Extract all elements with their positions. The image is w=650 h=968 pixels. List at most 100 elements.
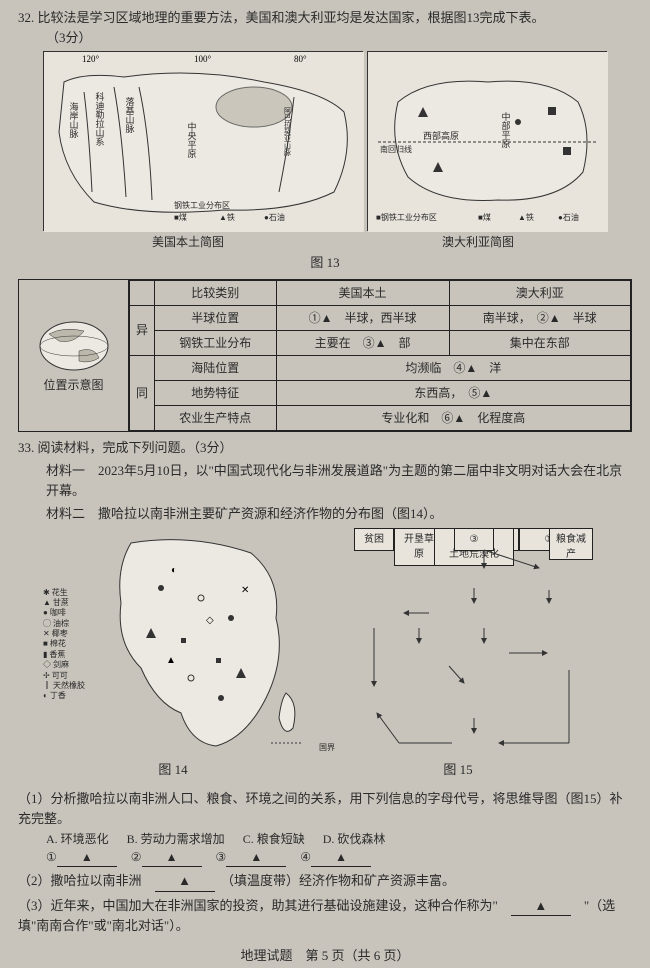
diff-label: 异 [130,305,155,355]
leg-item: ✕ 椰枣 [43,629,85,639]
fill-1-label: ① [46,850,57,864]
cell: 地势特征 [155,380,277,405]
cell: 东西高， ⑤▲ [276,380,630,405]
sub2-pre: （2）撒哈拉以南非洲 [18,873,155,888]
table-row: 同 海陆位置 均濒临 ④▲ 洋 [130,355,631,380]
fill-4-label: ④ [300,850,311,864]
sub2-post: （填温度带）经济作物和矿产资源丰富。 [215,873,456,888]
aus-leg-2: ▲铁 [518,212,534,224]
aus-leg-steel: ■钢铁工业分布区 [376,212,437,224]
sub-q2: （2）撒哈拉以南非洲 ▲ （填温度带）经济作物和矿产资源丰富。 [18,871,632,892]
opt-a: A. 环境恶化 [46,830,109,848]
maps-row: 120° 100° 80° 海岸山脉 科迪勒拉山系 落基山脉 中央平原 阿巴拉契… [18,51,632,231]
label-central: 中央平原 [184,122,198,158]
material-1: 材料一 2023年5月10日，以"中国式现代化与非洲发展道路"为主题的第二届中非… [18,461,632,500]
table-row: 钢铁工业分布 主要在 ③▲ 部 集中在东部 [130,330,631,355]
svg-text:✕: ✕ [241,585,249,596]
leg-item: ● 咖啡 [43,608,85,618]
flow-3: ③ [454,528,494,551]
cell: 主要在 ③▲ 部 [276,330,449,355]
cell: 均濒临 ④▲ 洋 [276,355,630,380]
label-coast: 海岸山脉 [66,102,80,138]
usa-leg-1: ■煤 [174,212,187,224]
cell: 农业生产特点 [155,405,277,430]
flow-poor: 贫困 [354,528,394,551]
q33-number: 33. [18,440,34,455]
label-centralp: 中部平原 [498,112,512,148]
q33-text: 阅读材料，完成下列问题。（3分） [38,440,233,455]
fig13-label: 图 13 [18,253,632,273]
sub3-pre: （3）近年来，中国加大在非洲国家的投资，助其进行基础设施建设，这种合作称为" [18,898,511,913]
cell: 钢铁工业分布 [155,330,277,355]
table-row: 比较类别 美国本土 澳大利亚 [130,280,631,305]
fill-blank[interactable]: ▲ [511,896,571,917]
svg-text:◇: ◇ [206,615,214,626]
svg-text:▲: ▲ [166,655,176,666]
table-row: 地势特征 东西高， ⑤▲ [130,380,631,405]
aus-leg-3: ●石油 [558,212,579,224]
cell: 专业化和 ⑥▲ 化程度高 [276,405,630,430]
aus-caption: 澳大利亚简图 [358,233,598,251]
lon-100: 100° [194,54,212,64]
africa-map: ◐ ◇ ✕ ▲ ✱ 花生 ▲ 甘蔗 ● 咖啡 ◯ 油棕 ✕ 椰枣 ■ 棉花 ▮ 香蕉… [41,528,341,758]
th-usa: 美国本土 [276,280,449,305]
fill-3-label: ③ [216,850,227,864]
options-row: A. 环境恶化 B. 劳动力需求增加 C. 粮食短缺 D. 砍伐森林 [18,830,632,848]
usa-leg-3: ●石油 [264,212,285,224]
leg-item: ◇ 剑麻 [43,660,85,670]
same-label: 同 [130,355,155,430]
svg-text:◐: ◐ [171,565,177,576]
fill-blank[interactable]: ▲ [226,848,286,867]
opt-d: D. 砍伐森林 [323,830,386,848]
globe-cell: 位置示意图 [19,280,129,431]
fill-blank[interactable]: ▲ [142,848,202,867]
table-row: 异 半球位置 ①▲ 半球，西半球 南半球， ②▲ 半球 [130,305,631,330]
lon-120: 120° [82,54,100,64]
opt-c: C. 粮食短缺 [243,830,305,848]
question-32: 32. 比较法是学习区域地理的重要方法，美国和澳大利亚均是发达国家，根据图13完… [18,8,632,432]
usa-leg-2: ▲铁 [219,212,235,224]
leg-item: ┃ 天然橡胶 [43,681,85,691]
lon-80: 80° [294,54,307,64]
usa-caption: 美国本土简图 [18,233,358,251]
africa-legend: ✱ 花生 ▲ 甘蔗 ● 咖啡 ◯ 油棕 ✕ 椰枣 ■ 棉花 ▮ 香蕉 ◇ 剑麻 … [43,588,85,702]
africa-row: ◐ ◇ ✕ ▲ ✱ 花生 ▲ 甘蔗 ● 咖啡 ◯ 油棕 ✕ 椰枣 ■ 棉花 ▮ 香蕉… [18,528,632,758]
fig15-label: 图 15 [328,760,588,780]
comparison-table: 位置示意图 比较类别 美国本土 澳大利亚 异 半球位置 ①▲ 半球，西半球 南半… [18,279,632,432]
cell: 半球位置 [155,305,277,330]
cell: 海陆位置 [155,355,277,380]
fill-2-label: ② [131,850,142,864]
material-2: 材料二 撒哈拉以南非洲主要矿产资源和经济作物的分布图（图14）。 [18,504,632,524]
usa-leg-steel: 钢铁工业分布区 [174,200,230,212]
label-tropic: 南回归线 [380,144,412,156]
flow-food: 粮食减产 [549,528,593,560]
fill-blank[interactable]: ▲ [311,848,371,867]
cell: 集中在东部 [449,330,631,355]
cmp-table: 比较类别 美国本土 澳大利亚 异 半球位置 ①▲ 半球，西半球 南半球， ②▲ … [129,280,631,431]
cell: ①▲ 半球，西半球 [276,305,449,330]
sub-q1: （1）分析撒哈拉以南非洲人口、粮食、环境之间的关系，用下列信息的字母代号，将思维… [18,789,632,828]
africa-svg: ◐ ◇ ✕ ▲ [41,528,341,758]
map-aus: 西部高原 中部平原 南回归线 ■钢铁工业分布区 ■煤 ▲铁 ●石油 [367,51,607,231]
leg-item: ✱ 花生 [43,588,85,598]
fig14-label: 图 14 [18,760,328,780]
fill-blank[interactable]: ▲ [57,848,117,867]
globe-icon [34,316,114,376]
cell: 南半球， ②▲ 半球 [449,305,631,330]
globe-caption: 位置示意图 [43,376,103,394]
q32-text: 比较法是学习区域地理的重要方法，美国和澳大利亚均是发达国家，根据图13完成下表。 [38,10,545,25]
map-usa: 120° 100° 80° 海岸山脉 科迪勒拉山系 落基山脉 中央平原 阿巴拉契… [43,51,363,231]
leg-item: ✢ 可可 [43,671,85,681]
leg-item: ◐ 丁香 [43,691,85,701]
aus-leg-1: ■煤 [478,212,491,224]
flow-chart: 人口增长快 ① ④ 扩大耕地面积 开垦草原 ② 粮食减产 贫困 水土流失 土地荒… [349,528,609,758]
question-33: 33. 阅读材料，完成下列问题。（3分） 材料一 2023年5月10日，以"中国… [18,438,632,936]
fill-row: ①▲ ②▲ ③▲ ④▲ [18,848,632,867]
aus-svg [368,52,608,232]
label-appalachian: 阿巴拉契亚山脉 [282,107,293,156]
leg-item: ◯ 油棕 [43,619,85,629]
opt-b: B. 劳动力需求增加 [127,830,225,848]
page-footer: 地理试题 第 5 页（共 6 页） [18,946,632,966]
q32-points: （3分） [18,28,632,48]
fill-blank[interactable]: ▲ [155,871,215,892]
